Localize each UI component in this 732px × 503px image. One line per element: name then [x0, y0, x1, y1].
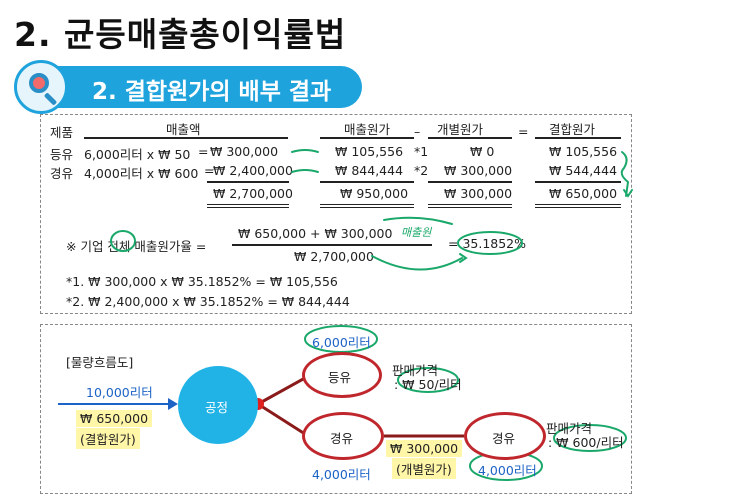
row1-sales-expr: 6,000리터 x ₩ 50 [84, 147, 191, 162]
formula-denominator: ₩ 2,700,000 [294, 249, 374, 264]
allocation-table-box [40, 114, 632, 314]
row2-sales-amount: ₩ 2,400,000 [213, 163, 293, 178]
product1-price-label: 판매가격 [392, 363, 439, 378]
product3-price-label: 판매가격 [546, 421, 593, 436]
further-cost-label: (개별원가) [392, 458, 456, 479]
row2-cogs: ₩ 844,444 [335, 163, 404, 178]
header-product: 제품 [50, 125, 74, 140]
header-joint: 결합원가 [549, 122, 596, 137]
flow-label: [물량흐름도] [66, 355, 134, 370]
product1-quantity: 6,000리터 [312, 335, 371, 350]
row2-separable: ₩ 300,000 [444, 163, 513, 178]
row1-cogs: ₩ 105,556 [335, 144, 404, 159]
row1-product: 등유 [50, 147, 74, 162]
formula-label: ※ 기업 전체 매출원가율 = [66, 239, 207, 254]
row2-sales-expr: 4,000리터 x ₩ 600 [84, 166, 199, 181]
input-cost-label: (결합원가) [76, 428, 140, 449]
row1-note: *1 [414, 144, 429, 159]
section-subtitle: 2. 결합원가의 배부 결과 [92, 79, 332, 105]
total-separable: ₩ 300,000 [444, 186, 513, 201]
input-cost: ₩ 650,000 [76, 410, 153, 427]
further-cost: ₩ 300,000 [386, 440, 463, 457]
product1-node [302, 352, 382, 398]
footnote-2: *2. ₩ 2,400,000 x ₩ 35.1852% = ₩ 844,444 [66, 294, 350, 309]
header-cogs: 매출원가 [344, 122, 391, 137]
process-node [178, 366, 258, 444]
magnifier-icon [14, 60, 68, 114]
page-title: 2. 균등매출총이익률법 [14, 15, 347, 54]
total-cogs: ₩ 950,000 [340, 186, 409, 201]
row1-separable: ₩ 0 [470, 144, 495, 159]
total-sales: ₩ 2,700,000 [213, 186, 293, 201]
product3-node [464, 412, 546, 460]
header-minus: – [414, 124, 421, 139]
header-equals: = [518, 124, 529, 139]
formula-numerator: ₩ 650,000 + ₩ 300,000 [238, 226, 393, 241]
product3-price: : ₩ 600/리터 [548, 435, 624, 450]
input-quantity: 10,000리터 [86, 385, 153, 400]
product1-price: : ₩ 50/리터 [394, 377, 462, 392]
header-separable: 개별원가 [437, 122, 484, 137]
product3-label: 경유 [492, 431, 516, 446]
row2-product: 경유 [50, 166, 74, 181]
row1-joint: ₩ 105,556 [549, 144, 618, 159]
flow-diagram-box [40, 324, 632, 494]
row2-eq: = [204, 163, 215, 178]
row1-eq: = [198, 144, 209, 159]
product2-label: 경유 [330, 431, 354, 446]
row1-sales-amount: ₩ 300,000 [210, 144, 279, 159]
process-label: 공정 [205, 400, 229, 415]
product1-label: 등유 [328, 370, 352, 385]
product2-node [302, 412, 384, 460]
product3-quantity: 4,000리터 [478, 463, 537, 478]
product2-quantity: 4,000리터 [312, 467, 371, 482]
footnote-1: *1. ₩ 300,000 x ₩ 35.1852% = ₩ 105,556 [66, 274, 338, 289]
handwritten-note: 매출원 [401, 226, 432, 239]
row2-joint: ₩ 544,444 [549, 163, 618, 178]
row2-note: *2 [414, 163, 429, 178]
total-joint: ₩ 650,000 [549, 186, 618, 201]
section-banner: 2. 결합원가의 배부 결과 [14, 60, 362, 114]
header-sales: 매출액 [166, 122, 201, 137]
formula-result: = 35.1852% [448, 236, 527, 251]
